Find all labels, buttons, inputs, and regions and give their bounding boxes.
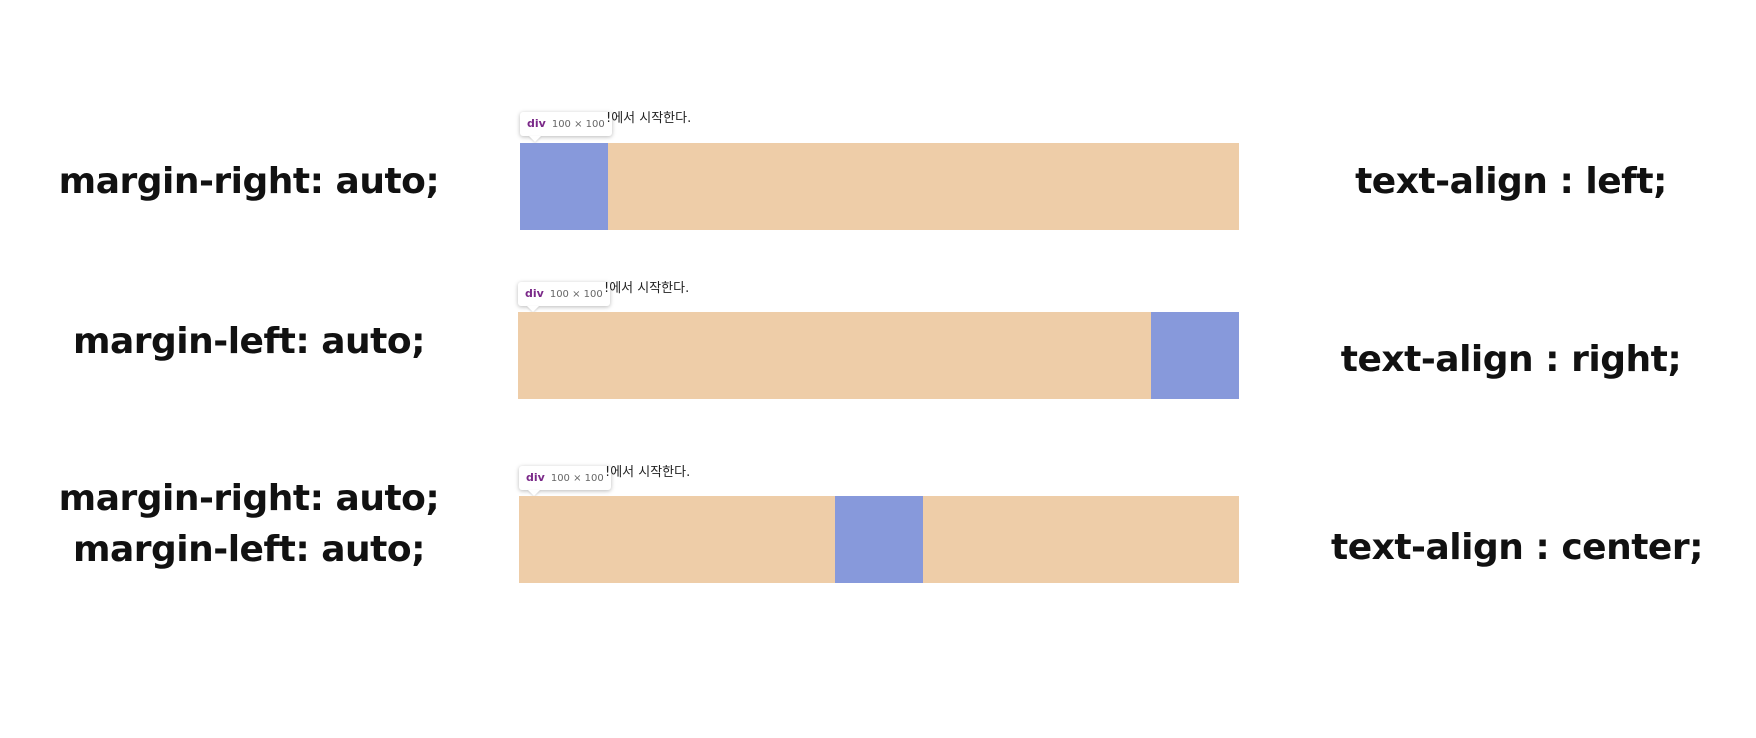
blue-box bbox=[1151, 312, 1239, 399]
label-margin-right-auto: margin-right: auto; bbox=[58, 161, 440, 202]
tooltip-dims: 100 × 100 bbox=[551, 119, 605, 130]
tooltip-tag: div bbox=[526, 471, 545, 484]
tooltip-pointer bbox=[529, 136, 541, 142]
label-text-align-left: text-align : left; bbox=[1355, 161, 1667, 202]
row-caption: !에서 시작한다. bbox=[605, 465, 691, 480]
tooltip-dims: 100 × 100 bbox=[549, 289, 603, 300]
container-bar bbox=[520, 143, 1239, 230]
tooltip-pointer bbox=[527, 306, 539, 312]
label-text-align-center: text-align : center; bbox=[1331, 527, 1704, 568]
label-margin-left-auto: margin-left: auto; bbox=[72, 321, 426, 362]
blue-box bbox=[835, 496, 923, 583]
container-bar bbox=[519, 496, 1239, 583]
devtools-tooltip: div 100 × 100 bbox=[519, 466, 611, 496]
tooltip-dims: 100 × 100 bbox=[550, 473, 604, 484]
devtools-tooltip: div 100 × 100 bbox=[518, 282, 610, 312]
blue-box bbox=[520, 143, 608, 230]
tooltip-pointer bbox=[528, 490, 540, 496]
tooltip-tag: div bbox=[527, 117, 546, 130]
tooltip-tag: div bbox=[525, 287, 544, 300]
label-margin-right-auto-2: margin-right: auto; bbox=[58, 478, 440, 519]
label-margin-left-auto-2: margin-left: auto; bbox=[72, 529, 426, 570]
devtools-tooltip: div 100 × 100 bbox=[520, 112, 612, 142]
container-bar bbox=[518, 312, 1239, 399]
row-caption: !에서 시작한다. bbox=[606, 111, 692, 126]
label-text-align-right: text-align : right; bbox=[1340, 339, 1682, 380]
row-caption: !에서 시작한다. bbox=[604, 281, 690, 296]
